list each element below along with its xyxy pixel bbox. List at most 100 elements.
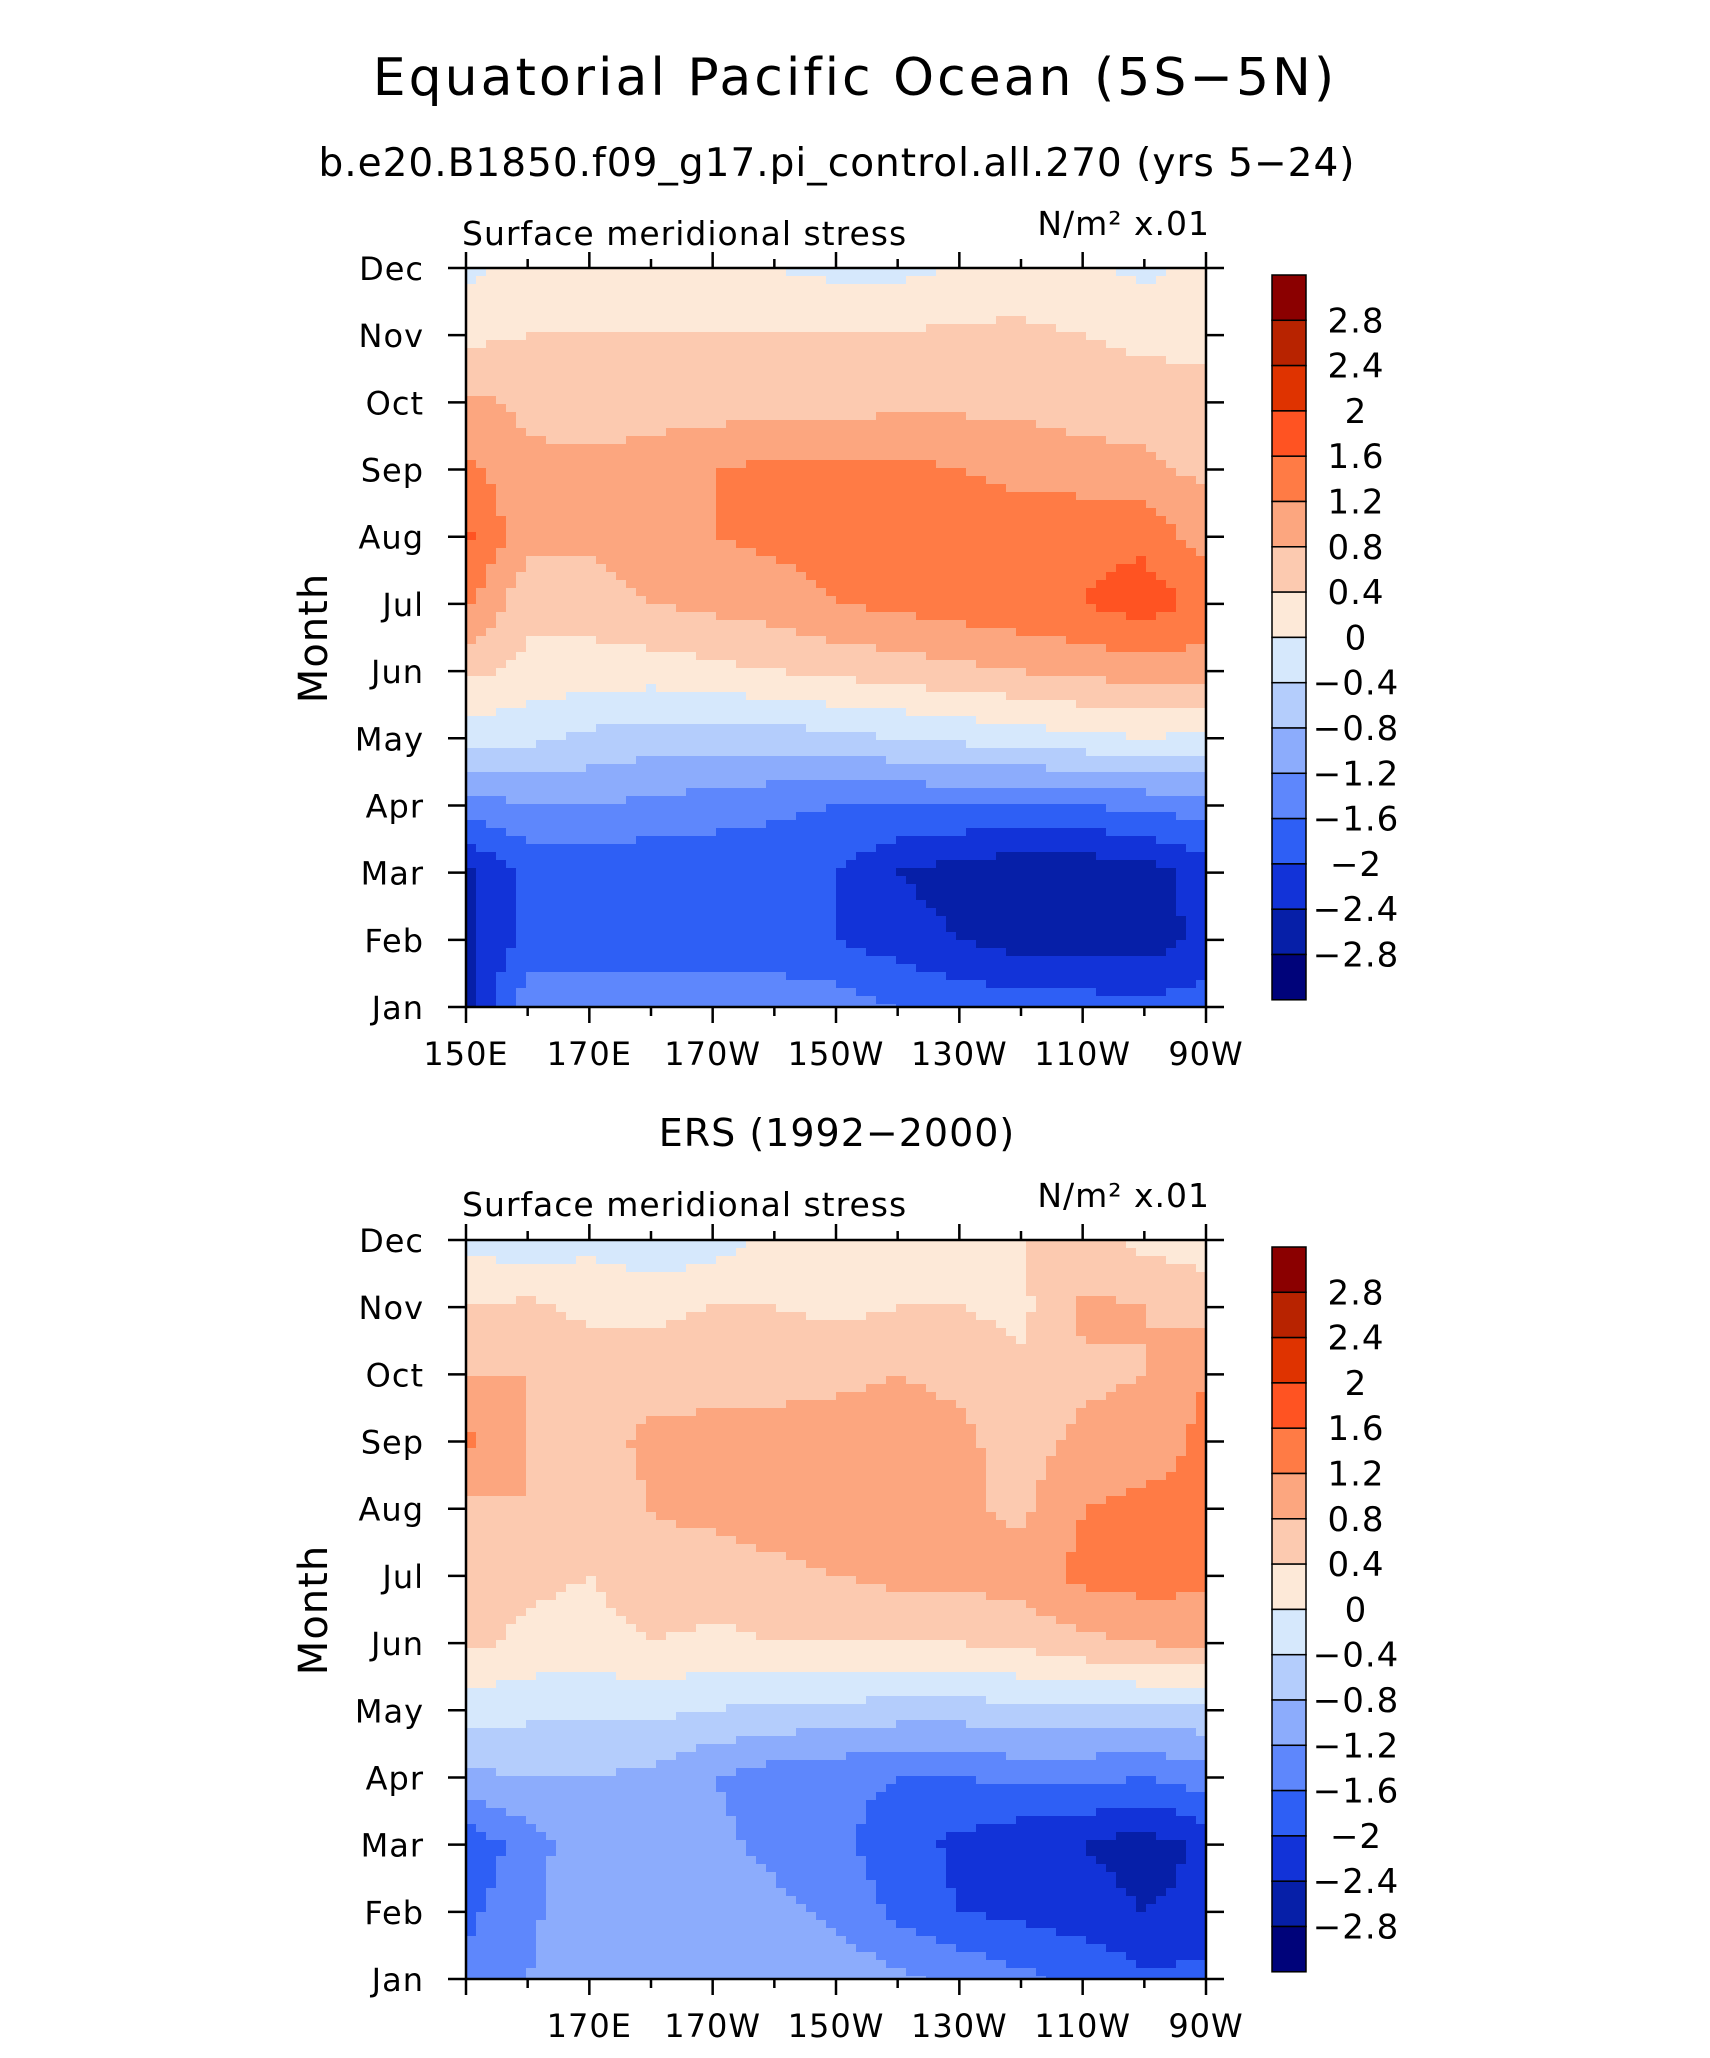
colorbar-box bbox=[1271, 1563, 1307, 1611]
contour-cell bbox=[1046, 724, 1207, 733]
contour-cell bbox=[1146, 444, 1207, 453]
contour-cell bbox=[1066, 428, 1207, 437]
contour-cell bbox=[466, 692, 567, 701]
contour-cell bbox=[836, 876, 907, 885]
contour-cell bbox=[1026, 1920, 1207, 1929]
contour-cell bbox=[836, 980, 987, 989]
contour-cell bbox=[1176, 604, 1207, 613]
contour-cell bbox=[736, 1768, 1207, 1777]
y-tick-label: Jan bbox=[370, 1961, 424, 1999]
contour-cell bbox=[466, 1296, 517, 1305]
contour-cell bbox=[1026, 1272, 1207, 1281]
contour-cell bbox=[466, 1728, 797, 1737]
colorbar-box bbox=[1271, 1246, 1307, 1294]
contour-cell bbox=[466, 1608, 527, 1617]
contour-cell bbox=[1186, 1848, 1207, 1857]
contour-cell bbox=[466, 1616, 517, 1625]
contour-cell bbox=[1176, 900, 1207, 909]
y-tick-label: Sep bbox=[361, 1424, 424, 1462]
colorbar-box bbox=[1271, 546, 1307, 593]
contour-cell bbox=[466, 1392, 527, 1401]
contour-cell bbox=[926, 900, 1177, 909]
contour-cell bbox=[636, 1448, 987, 1457]
contour-cell bbox=[1126, 732, 1167, 741]
contour-cell bbox=[966, 1304, 1037, 1313]
contour-cell bbox=[996, 316, 1027, 325]
contour-cell bbox=[1166, 988, 1207, 997]
contour-cell bbox=[466, 876, 477, 885]
contour-cell bbox=[466, 1472, 527, 1481]
contour-cell bbox=[466, 516, 507, 525]
contour-cell bbox=[466, 436, 547, 445]
contour-cell bbox=[546, 1872, 777, 1881]
contour-cell bbox=[496, 620, 767, 629]
contour-cell bbox=[1026, 1600, 1207, 1609]
contour-cell bbox=[946, 1864, 1107, 1873]
contour-cell bbox=[1176, 468, 1207, 477]
contour-cell bbox=[546, 1880, 777, 1889]
contour-cell bbox=[896, 1720, 967, 1729]
contour-cell bbox=[1186, 1448, 1207, 1457]
contour-cell bbox=[736, 1736, 1207, 1745]
contour-cell bbox=[496, 492, 717, 501]
contour-cell bbox=[466, 868, 477, 877]
colorbar-box bbox=[1271, 410, 1307, 457]
contour-cell bbox=[646, 1504, 987, 1513]
contour-cell bbox=[876, 732, 1127, 741]
colorbar-label: 0 bbox=[1345, 1590, 1368, 1630]
contour-cell bbox=[736, 1248, 1027, 1257]
contour-cell bbox=[716, 1776, 897, 1785]
contour-cell bbox=[1096, 1752, 1167, 1761]
contour-cell bbox=[466, 1864, 497, 1873]
contour-cell bbox=[1116, 1880, 1177, 1889]
colorbar-box bbox=[1271, 1382, 1307, 1429]
panel-model-left-string: Surface meridional stress bbox=[462, 214, 907, 253]
contour-cell bbox=[466, 1872, 497, 1881]
colorbar-label: 2.8 bbox=[1327, 301, 1384, 341]
contour-cell bbox=[1166, 948, 1207, 957]
contour-cell bbox=[466, 476, 487, 485]
contour-cell bbox=[1026, 1280, 1207, 1289]
contour-cell bbox=[1126, 1952, 1207, 1961]
panel-ers-left-string: Surface meridional stress bbox=[462, 1185, 907, 1224]
contour-cell bbox=[496, 1856, 547, 1865]
contour-cell bbox=[936, 1840, 1087, 1849]
contour-cell bbox=[466, 1952, 537, 1961]
contour-cell bbox=[736, 540, 1187, 549]
contour-cell bbox=[506, 404, 1207, 413]
colorbar-label: −2.4 bbox=[1313, 1862, 1400, 1902]
contour-cell bbox=[496, 500, 717, 509]
contour-cell bbox=[1196, 1264, 1207, 1273]
contour-cell bbox=[516, 924, 837, 933]
contour-cell bbox=[706, 1304, 777, 1313]
contour-cell bbox=[526, 980, 837, 989]
contour-cell bbox=[496, 548, 757, 557]
contour-cell bbox=[466, 956, 477, 965]
contour-cell bbox=[466, 572, 487, 581]
contour-cell bbox=[526, 1464, 637, 1473]
contour-cell bbox=[886, 1904, 957, 1913]
contour-cell bbox=[506, 596, 647, 605]
contour-cell bbox=[1186, 924, 1207, 933]
contour-cell bbox=[466, 724, 597, 733]
contour-cell bbox=[566, 732, 877, 741]
contour-cell bbox=[466, 1600, 537, 1609]
contour-cell bbox=[526, 972, 787, 981]
contour-cell bbox=[486, 580, 517, 589]
contour-cell bbox=[736, 1624, 1077, 1633]
contour-cell bbox=[516, 884, 837, 893]
contour-cell bbox=[1016, 628, 1207, 637]
colorbar-label: 2 bbox=[1345, 1364, 1368, 1404]
y-tick-label: Dec bbox=[359, 250, 424, 288]
contour-cell bbox=[716, 468, 967, 477]
contour-cell bbox=[1176, 908, 1207, 917]
contour-cell bbox=[666, 428, 1067, 437]
contour-cell bbox=[696, 1408, 967, 1417]
contour-cell bbox=[466, 972, 477, 981]
contour-cell bbox=[846, 860, 937, 869]
contour-cell bbox=[1106, 1944, 1207, 1953]
colorbar-label: 0.8 bbox=[1327, 1500, 1384, 1540]
contour-cell bbox=[1176, 940, 1207, 949]
contour-cell bbox=[666, 1320, 997, 1329]
contour-cell bbox=[476, 1920, 537, 1929]
